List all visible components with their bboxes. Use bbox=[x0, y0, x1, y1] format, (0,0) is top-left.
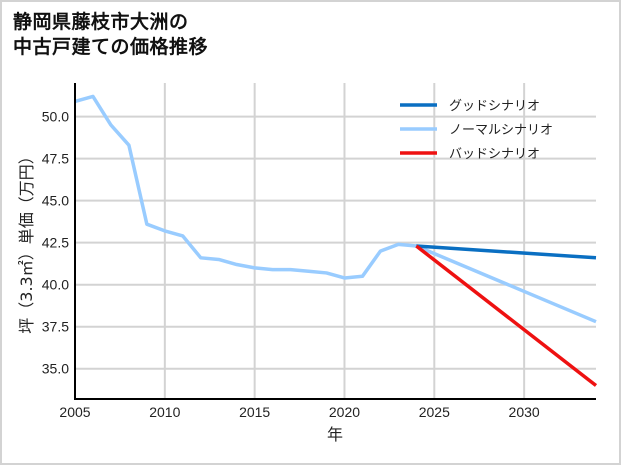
series-line bbox=[74, 94, 597, 324]
series-line bbox=[415, 244, 598, 387]
legend-label: ノーマルシナリオ bbox=[449, 123, 553, 138]
series-line bbox=[416, 244, 597, 260]
x-tick-label: 2020 bbox=[329, 404, 360, 420]
x-tick-label: 2025 bbox=[419, 404, 450, 420]
legend-label: グッドシナリオ bbox=[449, 99, 540, 114]
chart-title-line2: 中古戸建ての価格推移 bbox=[13, 36, 209, 58]
x-tick-label: 2005 bbox=[59, 404, 90, 420]
y-tick-label: 37.5 bbox=[42, 319, 69, 335]
y-tick-label: 50.0 bbox=[42, 109, 69, 125]
x-axis-label: 年 bbox=[327, 425, 343, 444]
chart-title-line1: 静岡県藤枝市大洲の bbox=[13, 11, 189, 33]
y-tick-label: 42.5 bbox=[42, 235, 69, 251]
x-tick-label: 2030 bbox=[509, 404, 540, 420]
chart-title: 静岡県藤枝市大洲の 中古戸建ての価格推移 bbox=[13, 10, 208, 60]
series-lines bbox=[74, 94, 598, 387]
y-tick-label: 35.0 bbox=[42, 361, 69, 377]
x-tick-label: 2010 bbox=[149, 404, 180, 420]
y-tick-label: 45.0 bbox=[42, 193, 69, 209]
x-tick-label: 2015 bbox=[239, 404, 270, 420]
y-axis-label: 坪（3.3㎡）単価（万円） bbox=[17, 148, 36, 333]
tick-labels: 2005 2010 2015 2020 2025 2030 35.0 37.5 40.0 42.5… bbox=[42, 109, 540, 420]
y-tick-label: 40.0 bbox=[42, 277, 69, 293]
legend-label: バッドシナリオ bbox=[449, 147, 540, 162]
axes bbox=[74, 83, 596, 400]
y-tick-label: 47.5 bbox=[42, 151, 69, 167]
